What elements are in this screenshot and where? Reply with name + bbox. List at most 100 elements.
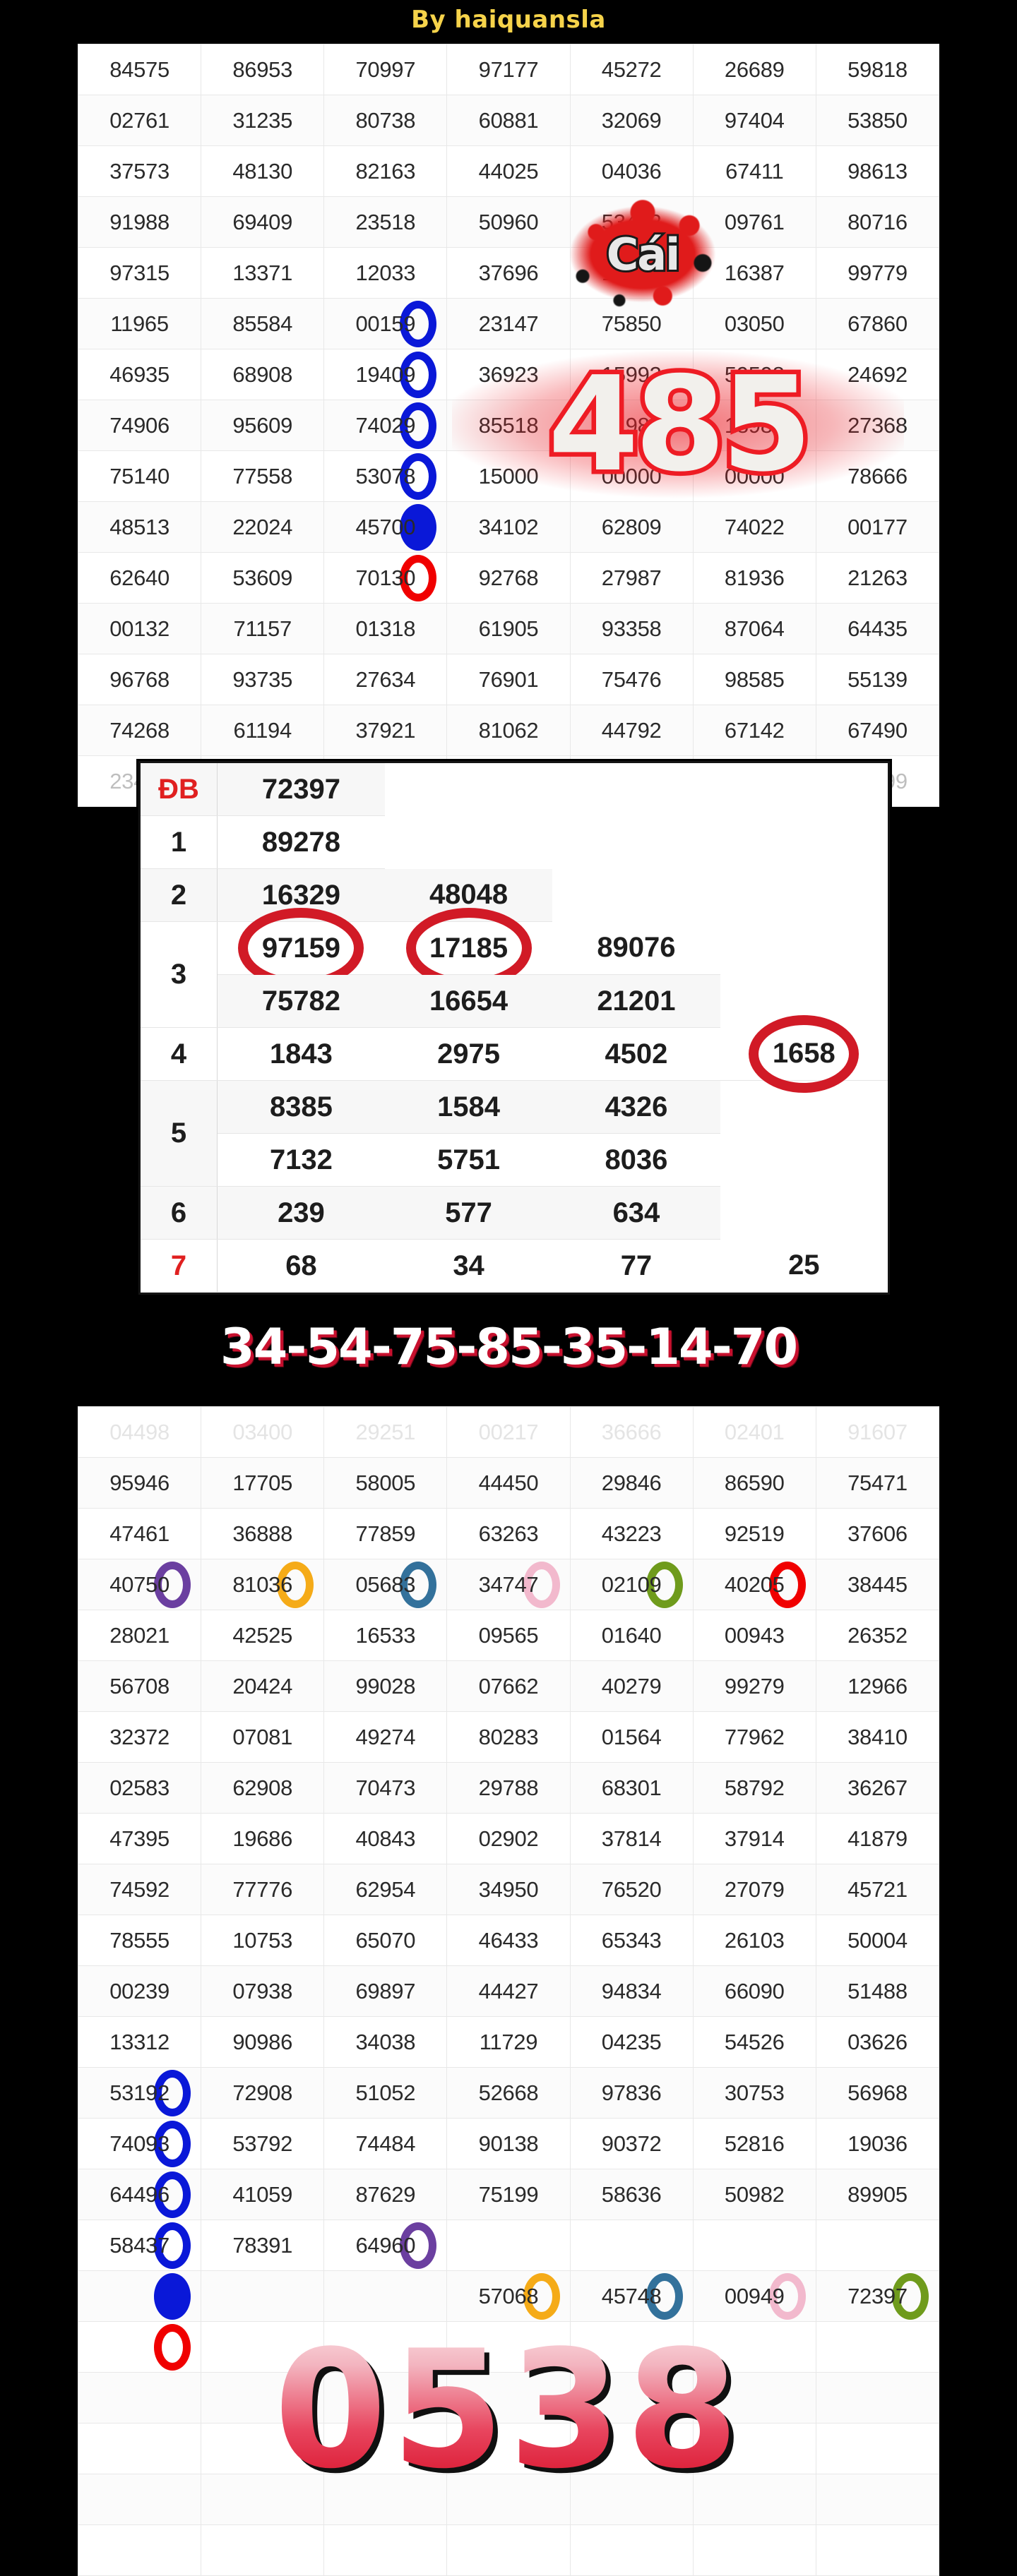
number-cell: 70997: [323, 44, 448, 95]
number-cell: 00159: [323, 298, 448, 349]
number-cell-value: 27079: [724, 1876, 785, 1902]
table-row: 84575 86953 70997 97177 45272 26689 59818: [77, 44, 940, 95]
marker-circle-icon: [154, 2323, 191, 2371]
number-cell-value: 24692: [848, 361, 908, 387]
result-number-cell: 16654: [384, 974, 553, 1028]
number-cell: 11965: [77, 298, 202, 349]
result-number-value: 1584: [437, 1091, 501, 1122]
number-cell-value: 00132: [109, 616, 170, 641]
number-cell: 00239: [77, 1965, 202, 2017]
number-cell: 74906: [77, 400, 202, 451]
table-row: 56708 20424 99028 07662 40279 99279 12966: [77, 1660, 940, 1712]
number-cell: 62908: [201, 1762, 325, 1814]
number-cell: 53412: [569, 196, 694, 248]
number-cell-value: 77558: [232, 463, 293, 489]
number-cell-value: 92519: [724, 1521, 785, 1546]
number-cell-value: 23518: [355, 209, 416, 234]
number-cell-value: 97836: [601, 2080, 662, 2105]
result-number-value: 25: [788, 1250, 820, 1281]
number-cell: [446, 2524, 571, 2576]
number-cell-value: 20424: [232, 1673, 293, 1699]
result-number-cell: 239: [217, 1186, 385, 1240]
number-cell: 16387: [569, 247, 694, 299]
number-cell: 71157: [201, 603, 325, 654]
number-cell-value: 61194: [233, 717, 292, 743]
number-cell: 53792: [201, 2118, 325, 2169]
number-cell: 48130: [201, 145, 325, 197]
number-cell: 91988: [77, 196, 202, 248]
number-cell-value: 00949: [724, 2283, 785, 2308]
table-row: 74268 61194 37921 81062 44792 67142 67490: [77, 705, 940, 756]
number-cell: 46433: [446, 1915, 571, 1966]
number-cell-value: 02109: [601, 1571, 662, 1597]
number-cell-value: 89905: [848, 2181, 908, 2207]
number-cell: 13312: [77, 2016, 202, 2068]
number-cell: 47395: [77, 1813, 202, 1864]
number-cell-value: 40843: [355, 1826, 416, 1851]
number-cell-value: 12033: [355, 260, 416, 285]
table-row: 96768 93735 27634 76901 75476 98585 55139: [77, 654, 940, 705]
table-row: 74592 77776 62954 34950 76520 27079 45721: [77, 1864, 940, 1915]
result-number-value: 8385: [269, 1091, 333, 1122]
number-cell-value: 41059: [232, 2181, 293, 2207]
result-number-cell: 1584: [384, 1080, 553, 1134]
number-cell: 81936: [692, 552, 816, 604]
number-cell-value: 76520: [601, 1876, 662, 1902]
number-cell: 68908: [201, 349, 325, 400]
number-cell-value: 15000: [478, 463, 539, 489]
number-cell-value: 27987: [601, 565, 662, 590]
result-number-value: 8036: [605, 1144, 668, 1175]
number-cell: 74484: [323, 2118, 448, 2169]
number-cell-value: 00239: [109, 1978, 170, 2003]
number-cell: 67860: [815, 298, 940, 349]
number-cell: [201, 2270, 325, 2322]
number-cell-value: 55139: [848, 666, 908, 692]
result-number-cell: 577: [384, 1186, 553, 1240]
number-cell-value: 13371: [232, 260, 293, 285]
number-cell-value: 40279: [601, 1673, 662, 1699]
number-cell-value: 50960: [478, 209, 539, 234]
number-cell-value: 00159: [355, 311, 416, 336]
number-cell-value: 27634: [355, 666, 416, 692]
number-cell-value: 19686: [232, 1826, 293, 1851]
number-cell-value: 53412: [601, 209, 662, 234]
number-cell: 02109: [569, 1559, 694, 1610]
number-cell-value: 44025: [478, 158, 539, 184]
result-number-value: 2975: [437, 1038, 501, 1070]
number-cell: [446, 2219, 571, 2271]
number-cell: 36666: [569, 1406, 694, 1458]
number-cell-value: 36923: [478, 361, 539, 387]
table-row: [77, 2372, 940, 2424]
table-row: 48513 22024 45700 34102 62809 74022 00177: [77, 501, 940, 553]
number-cell-value: 34038: [355, 2029, 416, 2054]
number-cell: 68301: [569, 1762, 694, 1814]
result-row: 7 68 34 77 25: [141, 1239, 888, 1293]
number-cell-value: 81036: [232, 1571, 293, 1597]
result-number-value: 77: [620, 1250, 653, 1281]
number-cell-value: 32372: [109, 1724, 170, 1749]
result-number-cell: 89278: [217, 815, 385, 869]
table-row: 97315 13371 12033 37696 16387 16387 99779: [77, 247, 940, 299]
number-cell-value: 44792: [601, 717, 662, 743]
number-cell-value: 19036: [848, 2131, 908, 2156]
number-cell: 40279: [569, 1660, 694, 1712]
result-number-value: 89278: [261, 826, 341, 858]
number-cell: [77, 2423, 202, 2474]
number-cell-value: 65343: [601, 1927, 662, 1953]
table-row: 02583 62908 70473 29788 68301 58792 36267: [77, 1762, 940, 1814]
number-cell: 19409: [323, 349, 448, 400]
number-cell-value: 34747: [478, 1571, 539, 1597]
number-cell: 59818: [815, 44, 940, 95]
number-cell: 58437: [77, 2219, 202, 2271]
number-cell-value: 74029: [355, 412, 416, 438]
result-number-value: 634: [612, 1197, 660, 1228]
number-cell-value: 43223: [601, 1521, 662, 1546]
number-cell-value: 74093: [109, 2131, 170, 2156]
number-cell: [692, 2524, 816, 2576]
number-cell: [815, 2423, 940, 2474]
number-cell: 04235: [569, 2016, 694, 2068]
number-cell: 04498: [77, 1406, 202, 1458]
number-cell-value: 96768: [109, 666, 170, 692]
number-cell: 62640: [77, 552, 202, 604]
number-cell: 80716: [815, 196, 940, 248]
